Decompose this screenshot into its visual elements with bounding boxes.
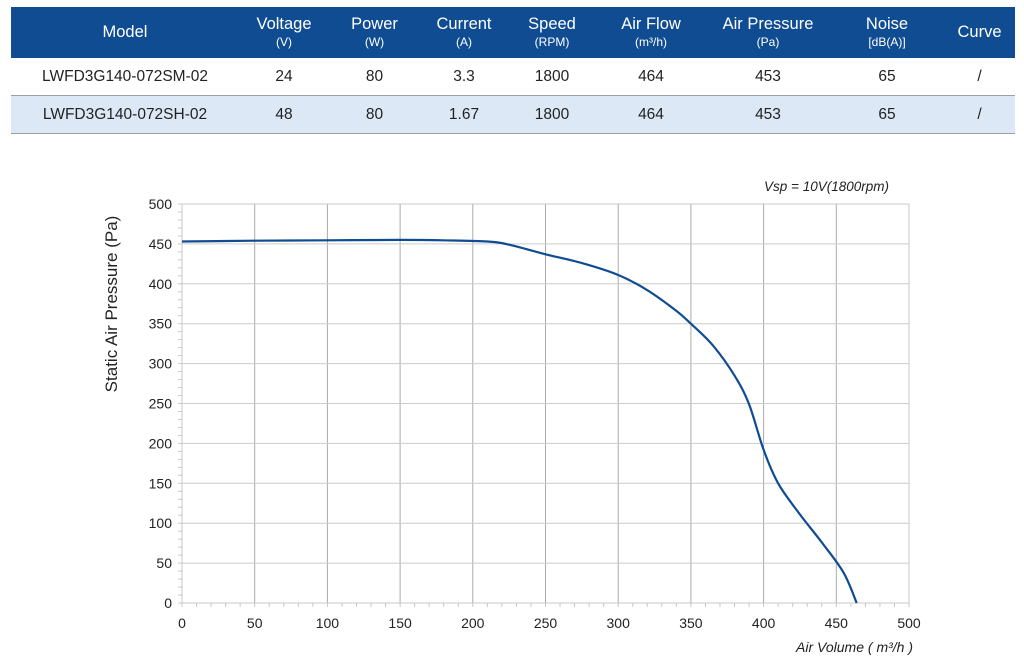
chart-annotation: Vsp = 10V(1800rpm) xyxy=(764,179,889,194)
header-noise-label: Noise xyxy=(865,15,909,34)
x-tick-label: 400 xyxy=(752,615,776,631)
header-air-flow: Air Flow (m³/h) xyxy=(596,7,706,58)
header-current-unit: (A) xyxy=(456,35,472,50)
x-tick-label: 350 xyxy=(679,615,703,631)
y-tick-label: 0 xyxy=(164,595,172,611)
cell-noise: 65 xyxy=(878,67,896,85)
y-tick-label: 50 xyxy=(156,555,172,571)
header-speed-unit: (RPM) xyxy=(534,35,570,50)
y-axis-label: Static Air Pressure (Pa) xyxy=(102,216,121,393)
cell-voltage: 24 xyxy=(275,67,293,85)
x-tick-label: 50 xyxy=(247,615,263,631)
header-model: Model xyxy=(11,7,239,58)
cell-air-pressure: 453 xyxy=(755,105,781,123)
x-tick-label: 150 xyxy=(388,615,412,631)
y-tick-label: 500 xyxy=(149,196,173,212)
x-tick-label: 450 xyxy=(825,615,849,631)
header-air-flow-unit: (m³/h) xyxy=(635,35,667,50)
cell-air-flow: 464 xyxy=(638,67,664,85)
cell-voltage: 48 xyxy=(275,105,293,123)
header-curve-label: Curve xyxy=(957,22,1002,41)
cell-model: LWFD3G140-072SH-02 xyxy=(42,105,208,123)
header-air-flow-label: Air Flow xyxy=(621,15,681,34)
y-tick-label: 250 xyxy=(149,396,173,412)
cell-model: LWFD3G140-072SM-02 xyxy=(42,67,208,85)
spec-table: Model Voltage (V) Power (W) Current (A) Spe… xyxy=(11,7,1015,134)
x-tick-label: 200 xyxy=(461,615,485,631)
y-tick-label: 400 xyxy=(149,276,173,292)
cell-speed: 1800 xyxy=(534,105,570,123)
cell-current: 1.67 xyxy=(448,105,480,123)
header-power-label: Power xyxy=(351,15,398,34)
y-tick-label: 450 xyxy=(149,236,173,252)
pressure-curve-line xyxy=(181,238,858,604)
cell-power: 80 xyxy=(365,67,384,85)
cell-current: 3.3 xyxy=(453,67,475,85)
x-tick-label: 250 xyxy=(534,615,558,631)
x-tick-label: 300 xyxy=(607,615,631,631)
header-air-pressure-unit: (Pa) xyxy=(756,35,780,50)
header-voltage-unit: (V) xyxy=(276,35,292,50)
header-power: Power (W) xyxy=(329,7,420,58)
cell-air-pressure: 453 xyxy=(755,67,781,85)
y-tick-label: 150 xyxy=(149,475,173,491)
cell-speed: 1800 xyxy=(534,67,570,85)
chart-series xyxy=(181,238,858,604)
y-tick-label: 350 xyxy=(149,316,173,332)
header-model-label: Model xyxy=(102,22,148,41)
y-tick-label: 300 xyxy=(149,356,173,372)
header-voltage: Voltage (V) xyxy=(239,7,329,58)
x-axis-label: Air Volume ( m³/h ) xyxy=(795,639,913,655)
table-row: LWFD3G140-072SM-02 24 80 3.3 1800 464 45… xyxy=(11,58,1015,96)
x-tick-label: 500 xyxy=(897,615,921,631)
y-tick-label: 100 xyxy=(149,515,173,531)
y-tick-label: 200 xyxy=(149,435,173,451)
header-noise-unit: [dB(A)] xyxy=(868,35,906,50)
chart-grid xyxy=(181,203,910,604)
header-current-label: Current xyxy=(436,15,492,34)
cell-power: 80 xyxy=(365,105,384,123)
header-power-unit: (W) xyxy=(364,35,385,50)
table-header-row: Model Voltage (V) Power (W) Current (A) Spe… xyxy=(11,7,1015,58)
header-speed: Speed (RPM) xyxy=(508,7,596,58)
header-voltage-label: Voltage xyxy=(256,15,312,34)
header-curve: Curve xyxy=(944,7,1015,58)
cell-curve: / xyxy=(977,105,982,123)
header-current: Current (A) xyxy=(420,7,508,58)
x-tick-label: 0 xyxy=(178,615,186,631)
table-row: LWFD3G140-072SH-02 48 80 1.67 1800 464 4… xyxy=(11,95,1015,134)
cell-air-flow: 464 xyxy=(638,105,664,123)
header-noise: Noise [dB(A)] xyxy=(830,7,944,58)
chart-axes: 0 50 100 150 200 250 300 350 400 450 500 0 50 100 150 2… xyxy=(149,196,921,631)
cell-noise: 65 xyxy=(878,105,896,123)
x-tick-label: 100 xyxy=(316,615,340,631)
cell-curve: / xyxy=(977,67,982,85)
header-speed-label: Speed xyxy=(528,15,576,34)
header-air-pressure-label: Air Pressure xyxy=(722,15,814,34)
header-air-pressure: Air Pressure (Pa) xyxy=(706,7,830,58)
